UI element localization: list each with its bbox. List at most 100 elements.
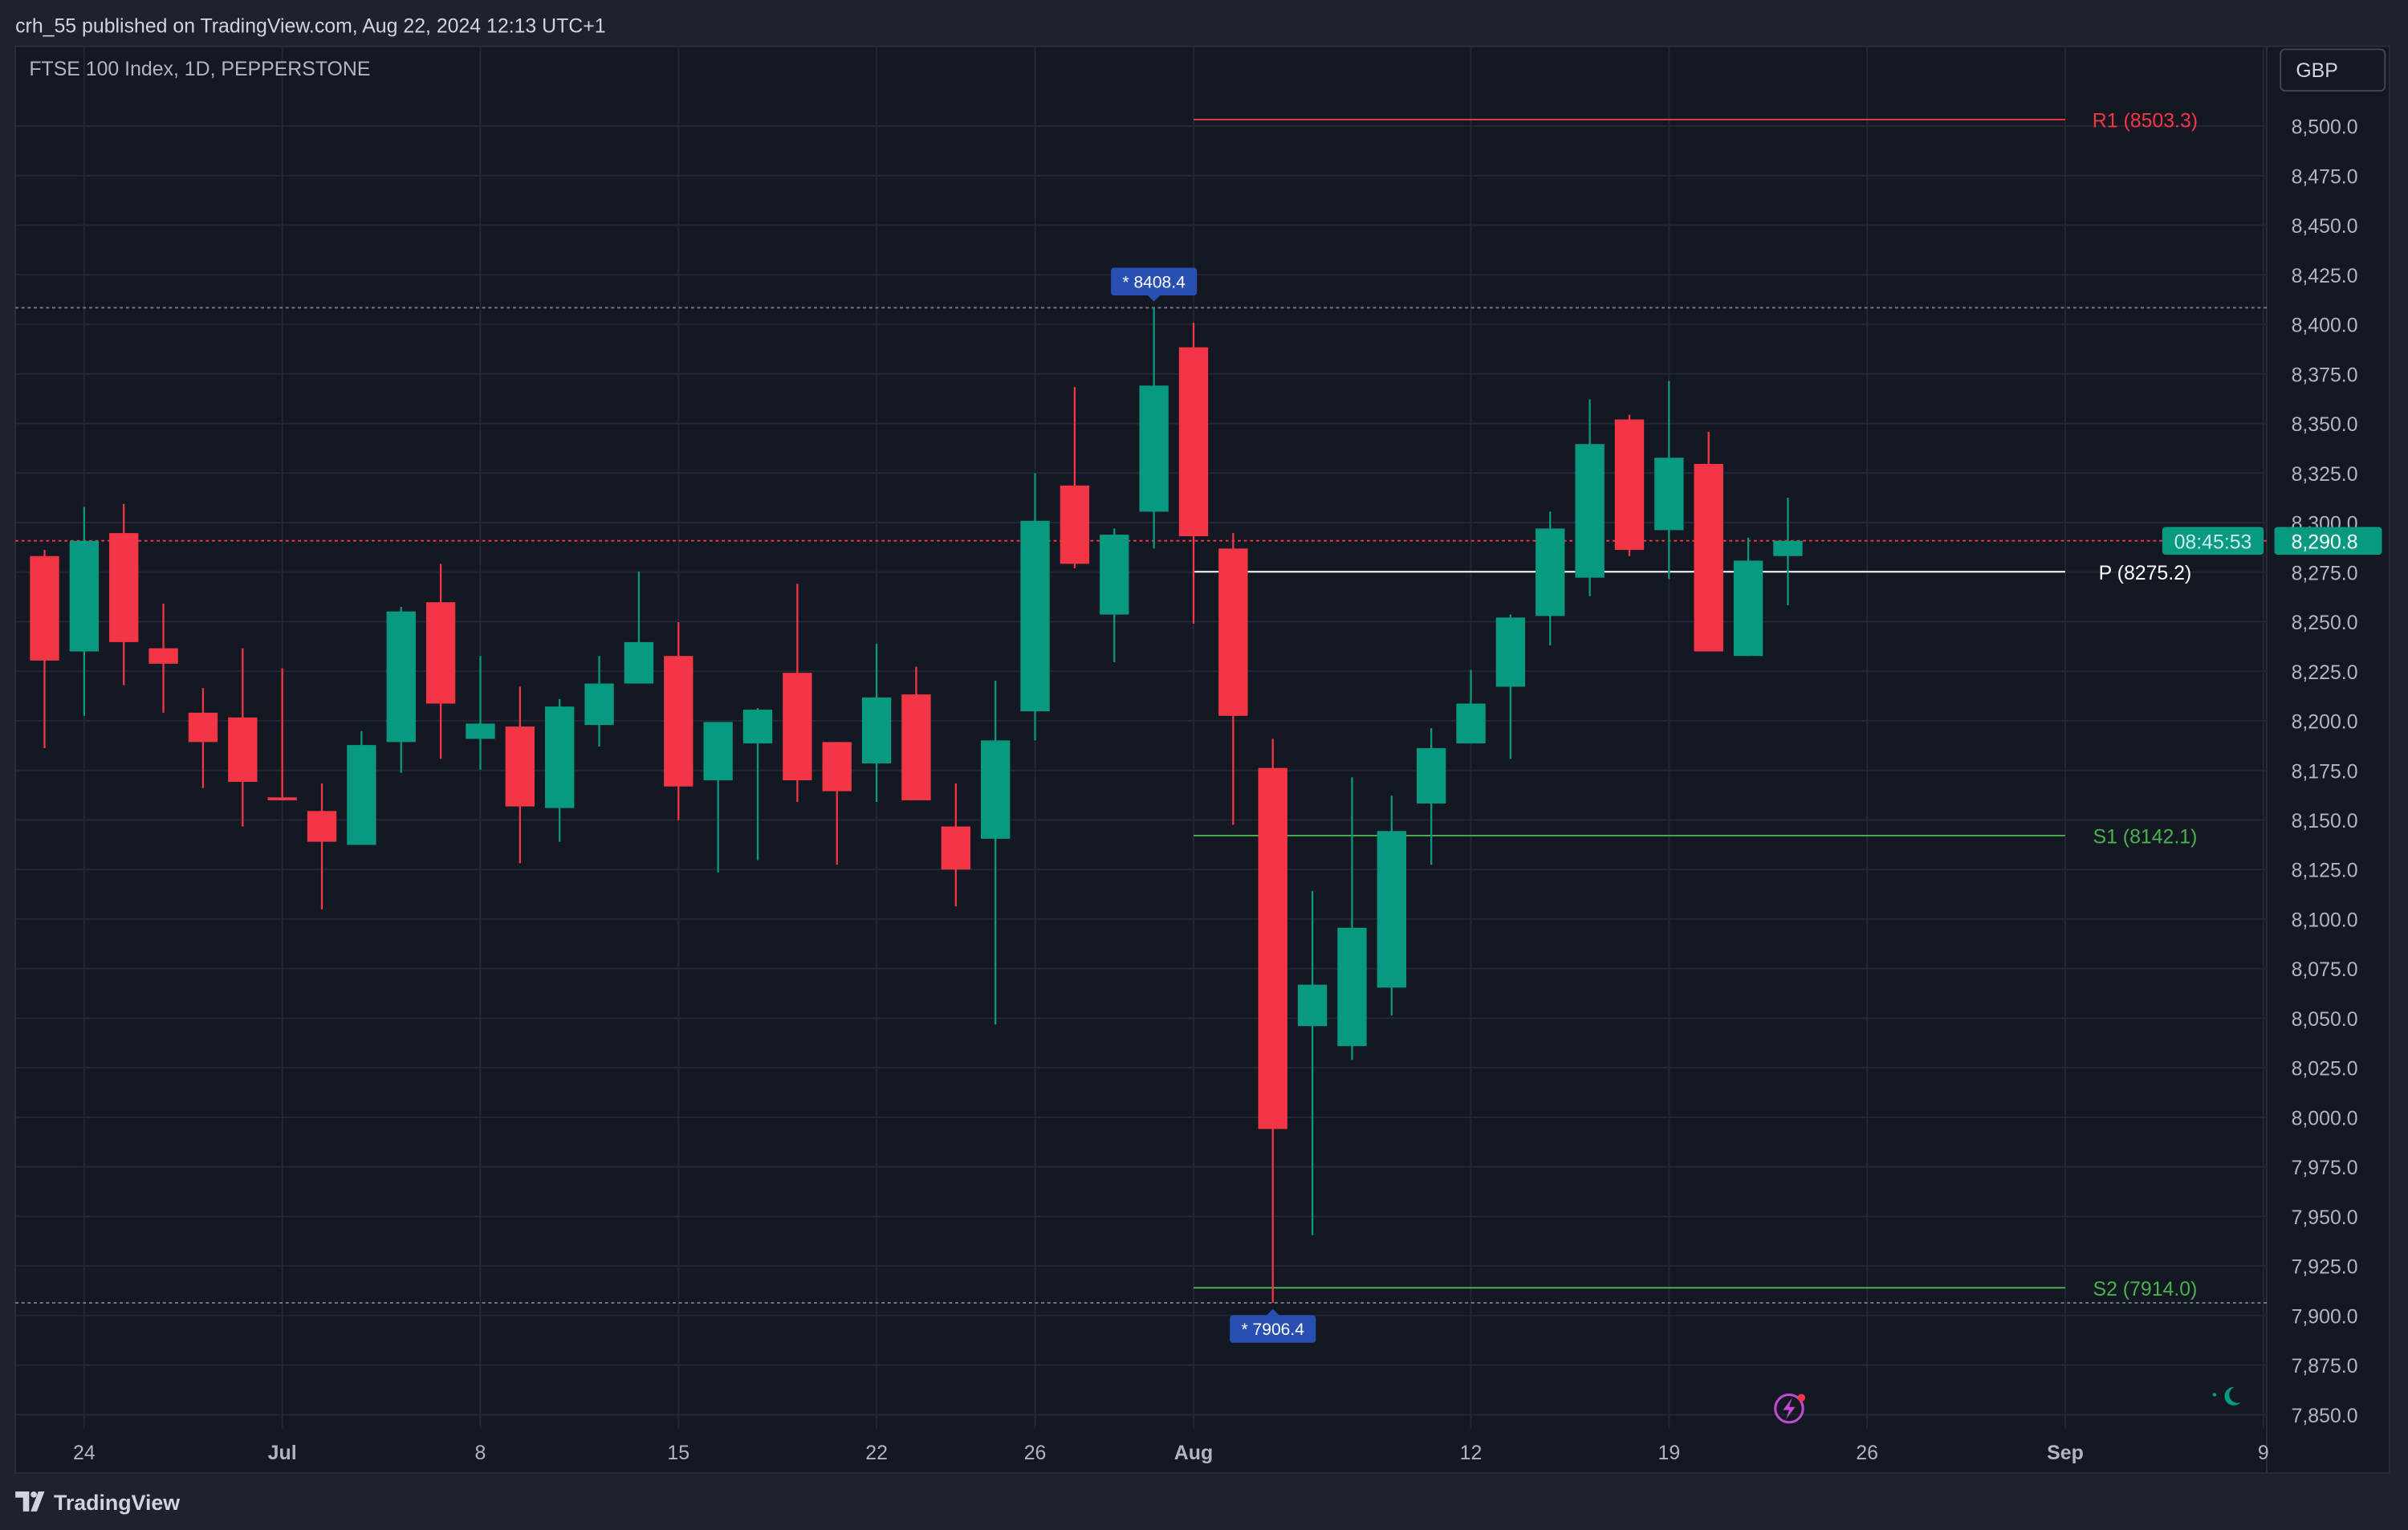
low-marker-label: * 7906.4 <box>1242 1320 1305 1339</box>
candle <box>1139 307 1169 549</box>
published-header: crh_55 published on TradingView.com, Aug… <box>15 14 605 37</box>
candle <box>1178 323 1209 624</box>
price-axis[interactable]: 8,500.0 8,475.0 8,450.0 8,425.0 8,400.0 8,375… <box>2292 116 2358 1427</box>
price-tick-label: 8,100.0 <box>2292 909 2358 931</box>
price-tick-label: 8,500.0 <box>2292 116 2358 139</box>
candle <box>783 584 812 802</box>
candle <box>1100 528 1129 662</box>
candle <box>1416 728 1446 865</box>
candle-body <box>1614 419 1645 551</box>
time-tick-label: 8 <box>475 1442 486 1464</box>
price-tick-label: 7,925.0 <box>2292 1256 2358 1279</box>
candle-body <box>783 673 812 781</box>
candle <box>545 698 575 842</box>
price-tick-label: 8,175.0 <box>2292 760 2358 783</box>
candle-body <box>901 694 931 800</box>
pivot-label: S2 (7914.0) <box>2093 1278 2197 1300</box>
high-marker-box <box>1111 267 1198 295</box>
candle-body <box>1694 463 1723 652</box>
candle-body <box>1456 703 1486 744</box>
candle-body <box>1416 748 1446 804</box>
price-tick-label: 7,900.0 <box>2292 1305 2358 1328</box>
chart-pane[interactable] <box>14 45 2390 1474</box>
candle <box>69 507 100 716</box>
candle <box>981 680 1011 1025</box>
candle <box>1337 777 1367 1060</box>
price-tick-label: 7,850.0 <box>2292 1405 2358 1427</box>
candle <box>1258 739 1287 1304</box>
currency-label: GBP <box>2296 59 2338 82</box>
candle-body <box>466 723 495 739</box>
candle-body <box>1020 520 1050 712</box>
candle-body <box>30 555 59 661</box>
time-tick-label: 15 <box>667 1442 689 1464</box>
lightning-icon[interactable] <box>1774 1393 1806 1424</box>
time-tick-label: 9 <box>2258 1442 2269 1464</box>
candle-body <box>505 726 535 807</box>
last-price-badge <box>2274 527 2382 555</box>
currency-button[interactable]: GBP <box>2280 48 2386 92</box>
moon-icon[interactable] <box>2212 1386 2241 1406</box>
candle <box>1536 511 1565 645</box>
candle-body <box>703 722 733 781</box>
price-tick-label: 8,050.0 <box>2292 1008 2358 1031</box>
candle <box>425 564 456 759</box>
candle <box>307 783 337 909</box>
price-tick-label: 8,325.0 <box>2292 463 2358 486</box>
candle-body <box>188 712 218 743</box>
candle <box>386 606 416 773</box>
candle <box>1694 431 1723 652</box>
tradingview-logo-icon <box>15 1491 45 1512</box>
price-tick-label: 8,400.0 <box>2292 315 2358 337</box>
price-tick-label: 8,025.0 <box>2292 1058 2358 1080</box>
time-tick-label: 24 <box>73 1442 96 1464</box>
candle <box>742 708 773 861</box>
candle-body <box>1337 927 1367 1047</box>
candle-body <box>1773 540 1803 556</box>
reference-lines: R1 (8503.3) P (8275.2) S1 (8142.1) S2 (7914… <box>15 109 2267 1304</box>
candle-body <box>742 710 773 744</box>
marker-pointer <box>1267 1308 1279 1316</box>
footer-brand: TradingView <box>54 1491 180 1515</box>
time-tick-label: 12 <box>1460 1442 1483 1464</box>
time-tick-label: 19 <box>1658 1442 1681 1464</box>
time-tick-label: 22 <box>865 1442 888 1464</box>
candle-body <box>1536 528 1565 616</box>
candle-body <box>664 656 694 787</box>
candle <box>584 656 614 747</box>
candle <box>1297 890 1328 1235</box>
candle <box>466 656 495 770</box>
candle-body <box>1733 560 1763 657</box>
time-tick-label: Sep <box>2047 1442 2084 1464</box>
candle <box>1495 614 1526 759</box>
candle <box>148 604 178 713</box>
candle <box>1020 473 1050 741</box>
time-axis[interactable]: 24 Jul 8 15 22 26 Aug 12 19 26 Sep 9 <box>73 1442 2269 1464</box>
countdown-badge <box>2162 527 2264 555</box>
candle <box>1733 537 1763 657</box>
candle-body <box>1100 535 1129 615</box>
candle <box>1654 380 1684 580</box>
price-tick-label: 8,475.0 <box>2292 165 2358 188</box>
low-marker-box <box>1230 1315 1316 1343</box>
time-tick-label: 26 <box>1024 1442 1047 1464</box>
price-tick-label: 8,125.0 <box>2292 860 2358 882</box>
candle-body <box>1575 444 1605 578</box>
time-tick-label: 26 <box>1856 1442 1878 1464</box>
candle <box>505 686 535 864</box>
price-tick-label: 8,375.0 <box>2292 364 2358 386</box>
candle <box>861 643 892 802</box>
candle-body <box>1654 458 1684 531</box>
candle <box>228 648 258 827</box>
price-tick-label: 8,200.0 <box>2292 711 2358 734</box>
candle-body <box>545 706 575 808</box>
candle-body <box>386 611 416 743</box>
price-tick-label: 7,875.0 <box>2292 1355 2358 1377</box>
price-tick-label: 8,450.0 <box>2292 215 2358 238</box>
candle-body <box>1218 548 1248 716</box>
candle-body <box>347 745 376 845</box>
markers: * 8408.4 * 7906.4 8,290.8 08:45:53 <box>1111 267 2382 1343</box>
price-tick-label: 8,000.0 <box>2292 1107 2358 1129</box>
candle-body <box>1297 984 1328 1027</box>
candle-body <box>228 717 258 783</box>
